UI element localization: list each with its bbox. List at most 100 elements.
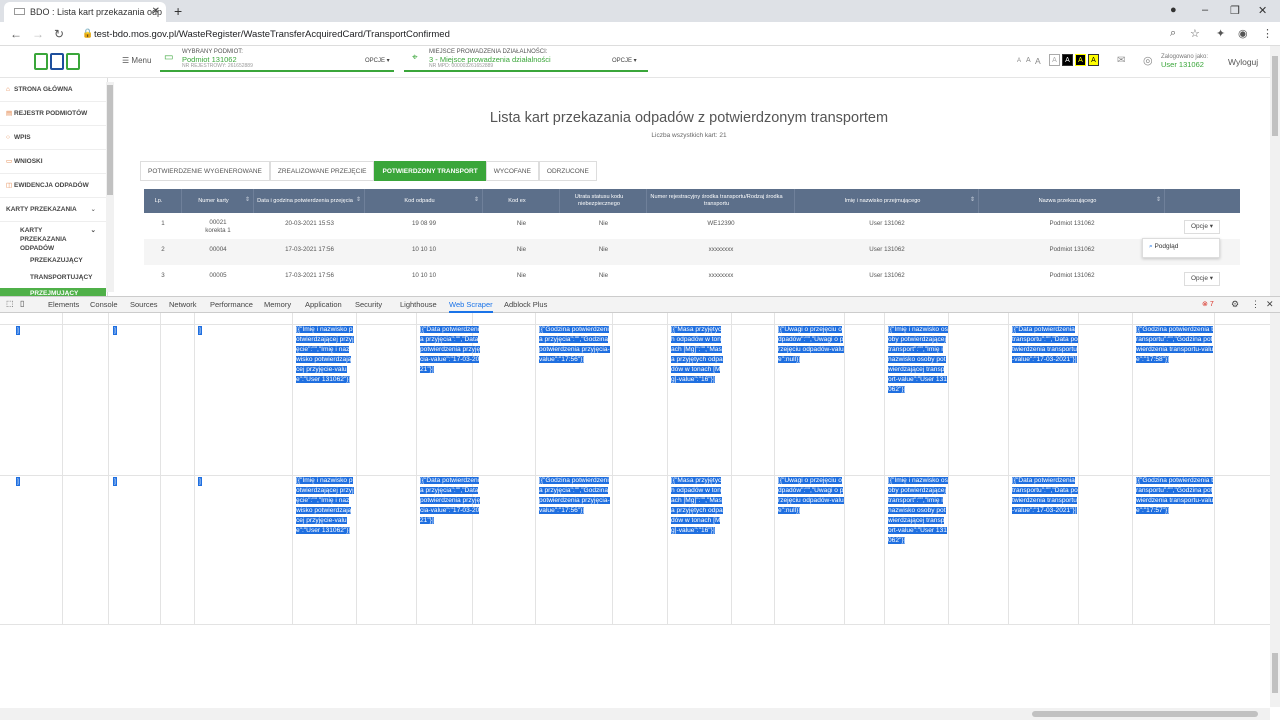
devtools-close-icon[interactable]: ✕	[1266, 299, 1274, 309]
row-options-button[interactable]: Opcje ▾	[1184, 220, 1221, 234]
search-icon[interactable]: ⌕	[1170, 27, 1177, 39]
devtools-menu-icon[interactable]: ⋮	[1251, 299, 1260, 309]
tab-transport-confirmed[interactable]: POTWIERDZONY TRANSPORT	[374, 161, 486, 181]
column-header[interactable]: Data i godzina potwierdzenia przejęcia ⇕	[254, 189, 365, 213]
forward-icon[interactable]: →	[32, 27, 44, 41]
logout-button[interactable]: Wyloguj	[1228, 57, 1259, 67]
column-header[interactable]: Utrata statusu kodu niebezpiecznego	[560, 189, 647, 213]
tab-completed[interactable]: ZREALIZOWANE PRZEJĘCIE	[269, 161, 375, 181]
tab-generated[interactable]: POTWIERDZENIE WYGENEROWANE	[140, 161, 270, 181]
page-scrollbar[interactable]	[1270, 46, 1280, 296]
scraper-cell[interactable]: [{"Imię i nazwisko potwierdzającej przyj…	[296, 325, 354, 385]
sidebar-item-waste-transfer-cards[interactable]: KARTY PRZEKAZANIA ODPADÓW ⌄	[0, 226, 106, 253]
back-icon[interactable]: ←	[10, 27, 22, 41]
scraper-cell-bracket[interactable]: ]	[113, 326, 117, 335]
more-menu-icon[interactable]: ⋮	[1262, 28, 1273, 40]
scraper-cell[interactable]: [{"Imię i nazwisko osoby potwierdzającej…	[888, 476, 948, 546]
scraper-cell[interactable]: [{"Imię i nazwisko osoby potwierdzającej…	[888, 325, 948, 395]
entity-options-button[interactable]: OPCJE ▾	[365, 58, 390, 64]
error-badge[interactable]: ⊗ 7	[1202, 301, 1214, 308]
sidebar-scrollbar[interactable]	[106, 82, 114, 292]
devtools-tab-performance[interactable]: Performance	[210, 300, 253, 309]
close-tab-icon[interactable]: ✕	[151, 6, 160, 17]
devtools-tab-application[interactable]: Application	[305, 300, 342, 309]
font-size-medium[interactable]: A	[1026, 57, 1031, 64]
scraper-cell[interactable]: [{"Data potwierdzenia przyjęcia":"","Dat…	[420, 325, 482, 375]
devtools-tab-security[interactable]: Security	[355, 300, 383, 309]
scraper-cell[interactable]: [{"Data potwierdzenia transportu":"","Da…	[1012, 325, 1078, 365]
scraper-cell[interactable]: [{"Masa przyjętych odpadów w tonach [Mg]…	[671, 325, 723, 385]
device-toolbar-icon[interactable]: ▯	[20, 299, 25, 308]
devtools-tab-adblock[interactable]: Adblock Plus	[504, 300, 548, 309]
tab-withdrawn[interactable]: WYCOFANE	[485, 161, 539, 181]
scraper-cell[interactable]: [{"Data potwierdzenia transportu":"","Da…	[1012, 476, 1078, 516]
minimize-icon[interactable]: –	[1202, 4, 1209, 16]
scraper-cell-bracket[interactable]: ]	[16, 477, 20, 486]
devtools-tab-sources[interactable]: Sources	[130, 300, 158, 309]
sidebar-item-transfer-cards[interactable]: KARTY PRZEKAZANIA ⌄	[0, 198, 106, 222]
devtools-scrollbar[interactable]	[1270, 313, 1280, 707]
font-size-small[interactable]: A	[1017, 58, 1022, 64]
tab-rejected[interactable]: ODRZUCONE	[538, 161, 597, 181]
scraper-cell[interactable]: [{"Imię i nazwisko potwierdzającej przyj…	[296, 476, 354, 536]
scraper-cell[interactable]: [{"Masa przyjętych odpadów w tonach [Mg]…	[671, 476, 723, 536]
table-row[interactable]: 1 00021 korekta 1 20-03-2021 15:53 19 08 …	[144, 213, 1240, 239]
devtools-tab-elements[interactable]: Elements	[48, 300, 80, 309]
sidebar-item-applications[interactable]: ▭ WNIOSKI	[0, 150, 106, 174]
location-options-button[interactable]: OPCJE ▾	[612, 58, 637, 64]
sidebar-item-entry[interactable]: ○ WPIS	[0, 126, 106, 150]
scraper-cell[interactable]: [{"Godzina potwierdzenia przyjęcia":"","…	[539, 325, 611, 365]
menu-button[interactable]: ☰ Menu	[122, 56, 152, 65]
table-row[interactable]: 3 00005 17-03-2021 17:56 10 10 10 Nie Ni…	[144, 265, 1240, 291]
star-icon[interactable]: ☆	[1190, 28, 1200, 40]
devtools-tab-memory[interactable]: Memory	[264, 300, 292, 309]
devtools-tab-console[interactable]: Console	[90, 300, 118, 309]
new-tab-icon[interactable]: +	[174, 3, 183, 19]
close-window-icon[interactable]: ✕	[1258, 5, 1268, 17]
column-header[interactable]: Lp.	[144, 189, 182, 213]
scraper-cell[interactable]: [{"Godzina potwierdzenia transportu":"",…	[1136, 325, 1214, 365]
scraper-cell-bracket[interactable]: ]	[198, 326, 202, 335]
column-header[interactable]: Numer rejestracyjny środka transportu/Ro…	[647, 189, 795, 213]
devtools-tab-lighthouse[interactable]: Lighthouse	[400, 300, 437, 309]
mail-icon[interactable]: ✉	[1117, 55, 1126, 66]
contrast-yellow-black[interactable]: A	[1088, 54, 1099, 66]
sidebar-item-waste-records[interactable]: ◫ EWIDENCJA ODPADÓW	[0, 174, 106, 198]
column-header[interactable]: Numer karty ⇕	[182, 189, 254, 213]
column-header[interactable]: Imię i nazwisko przejmującego ⇕	[795, 189, 979, 213]
scraper-cell[interactable]: [{"Uwagi o przejęciu odpadów":"","Uwagi …	[778, 476, 844, 516]
contrast-black-yellow[interactable]: A	[1075, 54, 1086, 66]
scraper-cell[interactable]: [{"Data potwierdzenia przyjęcia":"","Dat…	[420, 476, 482, 526]
preview-menu-item[interactable]: Podgląd	[1154, 243, 1179, 250]
contrast-default[interactable]: A	[1049, 54, 1060, 66]
reload-icon[interactable]: ↻	[54, 27, 65, 41]
scraper-cell-bracket[interactable]: ]	[113, 477, 117, 486]
scraper-cell[interactable]: [{"Godzina potwierdzenia transportu":"",…	[1136, 476, 1214, 516]
column-header[interactable]: Kod odpadu ⇕	[365, 189, 483, 213]
row-options-button[interactable]: Opcje ▾	[1184, 272, 1221, 286]
settings-icon[interactable]: ⚙	[1231, 299, 1240, 309]
sidebar-item-transferring[interactable]: PRZEKAZUJĄCY	[30, 257, 83, 264]
profile-menu-icon[interactable]: ●	[1170, 4, 1177, 16]
column-header[interactable]: Kod ex	[483, 189, 560, 213]
scraper-cell-bracket[interactable]: ]	[16, 326, 20, 335]
sidebar-item-receiving[interactable]: PRZEJMUJĄCY	[0, 288, 106, 296]
url-field[interactable]: 🔒 test-bdo.mos.gov.pl/WasteRegister/Wast…	[78, 25, 1168, 43]
account-icon[interactable]: ◉	[1238, 28, 1248, 40]
sidebar-item-registry[interactable]: ▤ REJESTR PODMIOTÓW	[0, 102, 106, 126]
column-header[interactable]: Nazwa przekazującego ⇕	[979, 189, 1165, 213]
browser-tab[interactable]: BDO : Lista kart przekazania odp ✕	[4, 2, 166, 22]
table-row[interactable]: 2 00004 17-03-2021 17:56 10 10 10 Nie Ni…	[144, 239, 1240, 265]
extensions-icon[interactable]: ✦	[1216, 28, 1226, 40]
sidebar-item-home[interactable]: ⌂ STRONA GŁÓWNA	[0, 78, 106, 102]
scraper-cell[interactable]: [{"Uwagi o przejęciu odpadów":"","Uwagi …	[778, 325, 844, 365]
sidebar-item-transporting[interactable]: TRANSPORTUJĄCY	[30, 274, 93, 281]
font-size-large[interactable]: A	[1035, 56, 1041, 66]
contrast-black-white[interactable]: A	[1062, 54, 1073, 66]
restore-icon[interactable]: ❐	[1230, 5, 1240, 17]
horizontal-scrollbar[interactable]	[0, 708, 1270, 720]
bdo-logo[interactable]	[34, 53, 80, 70]
scraper-cell[interactable]: [{"Godzina potwierdzenia przyjęcia":"","…	[539, 476, 611, 516]
inspect-icon[interactable]: ⬚	[6, 299, 14, 308]
devtools-tab-web-scraper[interactable]: Web Scraper	[449, 300, 493, 313]
